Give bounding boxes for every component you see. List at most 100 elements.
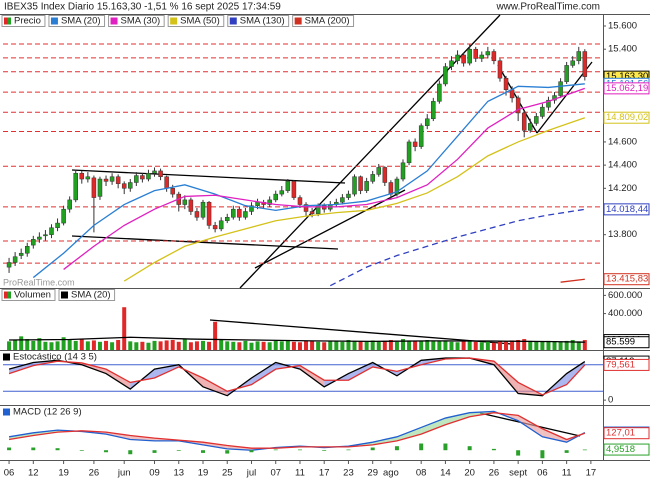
trend-line bbox=[71, 235, 339, 250]
candle-body bbox=[152, 170, 157, 174]
candle-body bbox=[540, 106, 545, 117]
legend-label: SMA (200) bbox=[305, 16, 350, 27]
bar bbox=[146, 342, 151, 350]
candle-body bbox=[6, 262, 12, 268]
legend-box bbox=[108, 15, 165, 27]
candle-body bbox=[461, 54, 466, 64]
bar bbox=[31, 447, 36, 451]
series-line bbox=[8, 412, 586, 449]
bar bbox=[394, 341, 399, 350]
bar bbox=[443, 443, 448, 451]
candle-body bbox=[237, 208, 242, 218]
x-tick-label: 23 bbox=[343, 468, 354, 479]
bar bbox=[485, 341, 490, 350]
candle-body bbox=[546, 99, 551, 108]
last-value-label: 85.599 bbox=[606, 337, 635, 348]
last-value-box bbox=[603, 427, 650, 440]
bar bbox=[140, 341, 145, 350]
cross-fill bbox=[203, 378, 228, 396]
bar bbox=[582, 449, 587, 451]
candle-body bbox=[346, 193, 351, 198]
bar bbox=[225, 341, 230, 350]
trend-line bbox=[254, 189, 406, 269]
bar bbox=[158, 341, 163, 350]
candle-body bbox=[85, 176, 91, 180]
bar bbox=[346, 339, 351, 350]
last-value-label: 14.809,02 bbox=[606, 112, 648, 123]
bar bbox=[104, 450, 109, 453]
candle-body bbox=[449, 60, 454, 67]
legend-label: Volumen bbox=[14, 290, 51, 301]
x-tick-label: 14 bbox=[440, 468, 451, 479]
last-value-label: 14.018,44 bbox=[606, 204, 648, 215]
bar bbox=[85, 341, 90, 350]
candle-body bbox=[412, 141, 418, 147]
bar bbox=[116, 339, 121, 350]
x-tick-label: 06 bbox=[4, 468, 15, 479]
candle-body bbox=[164, 176, 169, 189]
bar bbox=[188, 342, 193, 350]
bar bbox=[231, 341, 236, 350]
cross-fill bbox=[421, 418, 446, 435]
bar bbox=[473, 341, 478, 350]
candle-body bbox=[521, 112, 527, 131]
y-tick-label: 14.200 bbox=[608, 183, 637, 194]
legend-swatch bbox=[170, 17, 178, 25]
bar bbox=[110, 342, 115, 350]
bar bbox=[431, 340, 436, 350]
candle-body bbox=[24, 246, 30, 254]
y-tick-label: 15.400 bbox=[608, 44, 637, 55]
bar bbox=[558, 341, 563, 350]
candle-body bbox=[570, 60, 575, 66]
legend-label: SMA (130) bbox=[240, 16, 285, 27]
legend-label: SMA (50) bbox=[180, 16, 220, 27]
last-value-label: 15.163,30 bbox=[606, 71, 648, 82]
cross-fill bbox=[9, 432, 34, 440]
last-value-label: 4,9518 bbox=[606, 444, 635, 455]
candle-body bbox=[206, 201, 212, 226]
y-tick-label: 600.000 bbox=[608, 290, 642, 301]
x-tick-label: 26 bbox=[489, 468, 500, 479]
legend-swatch bbox=[60, 291, 68, 299]
candle-body bbox=[43, 234, 48, 237]
x-tick-label: 25 bbox=[222, 468, 233, 479]
bar bbox=[437, 341, 442, 350]
candle-body bbox=[231, 208, 236, 218]
series-line bbox=[8, 410, 586, 451]
legend-swatch bbox=[50, 17, 58, 25]
bar bbox=[122, 307, 127, 350]
bar bbox=[55, 448, 60, 451]
site: www.ProRealTime.com bbox=[495, 2, 600, 13]
bar bbox=[176, 341, 181, 350]
bar bbox=[237, 342, 242, 350]
bar bbox=[43, 341, 48, 350]
last-value-box bbox=[603, 443, 650, 456]
bar bbox=[31, 340, 36, 350]
bar bbox=[104, 340, 109, 350]
x-tick-label: 12 bbox=[28, 468, 39, 479]
bar bbox=[297, 342, 302, 350]
x-tick-label: 19 bbox=[198, 468, 209, 479]
bar bbox=[401, 339, 405, 350]
candle-body bbox=[467, 48, 472, 64]
trend-line bbox=[209, 319, 513, 345]
last-value-label: 15.062,19 bbox=[606, 83, 648, 94]
candle-body bbox=[73, 172, 78, 201]
x-tick-label: 17 bbox=[586, 468, 597, 479]
candle-body bbox=[158, 170, 163, 177]
bar bbox=[316, 341, 321, 350]
bar bbox=[291, 341, 296, 350]
last-value-label: 13.415,83 bbox=[606, 274, 648, 285]
bar bbox=[249, 450, 254, 453]
series-line bbox=[32, 83, 585, 279]
x-tick-label: 29 bbox=[367, 468, 378, 479]
bar bbox=[340, 341, 345, 350]
x-tick-label: 19 bbox=[58, 468, 69, 479]
bar bbox=[128, 341, 133, 350]
candle-body bbox=[140, 175, 145, 180]
candle-body bbox=[582, 51, 588, 77]
bar bbox=[273, 449, 278, 451]
bar bbox=[55, 341, 60, 350]
bar bbox=[540, 341, 545, 350]
